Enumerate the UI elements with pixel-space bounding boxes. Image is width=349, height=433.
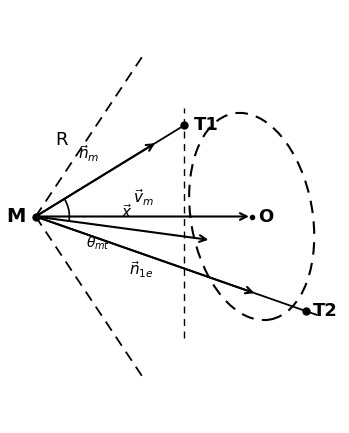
Text: $\vec{x}$: $\vec{x}$ bbox=[121, 203, 133, 221]
Text: O: O bbox=[259, 207, 274, 226]
Text: $\theta_{mt}$: $\theta_{mt}$ bbox=[86, 235, 110, 252]
Text: T2: T2 bbox=[312, 302, 337, 320]
Text: $\vec{n}_m$: $\vec{n}_m$ bbox=[78, 143, 99, 164]
Text: $\vec{n}_{1e}$: $\vec{n}_{1e}$ bbox=[128, 259, 153, 280]
Text: R: R bbox=[55, 131, 68, 149]
Text: M: M bbox=[6, 207, 25, 226]
Text: $\vec{v}_m$: $\vec{v}_m$ bbox=[133, 187, 154, 208]
Text: T1: T1 bbox=[194, 116, 219, 134]
